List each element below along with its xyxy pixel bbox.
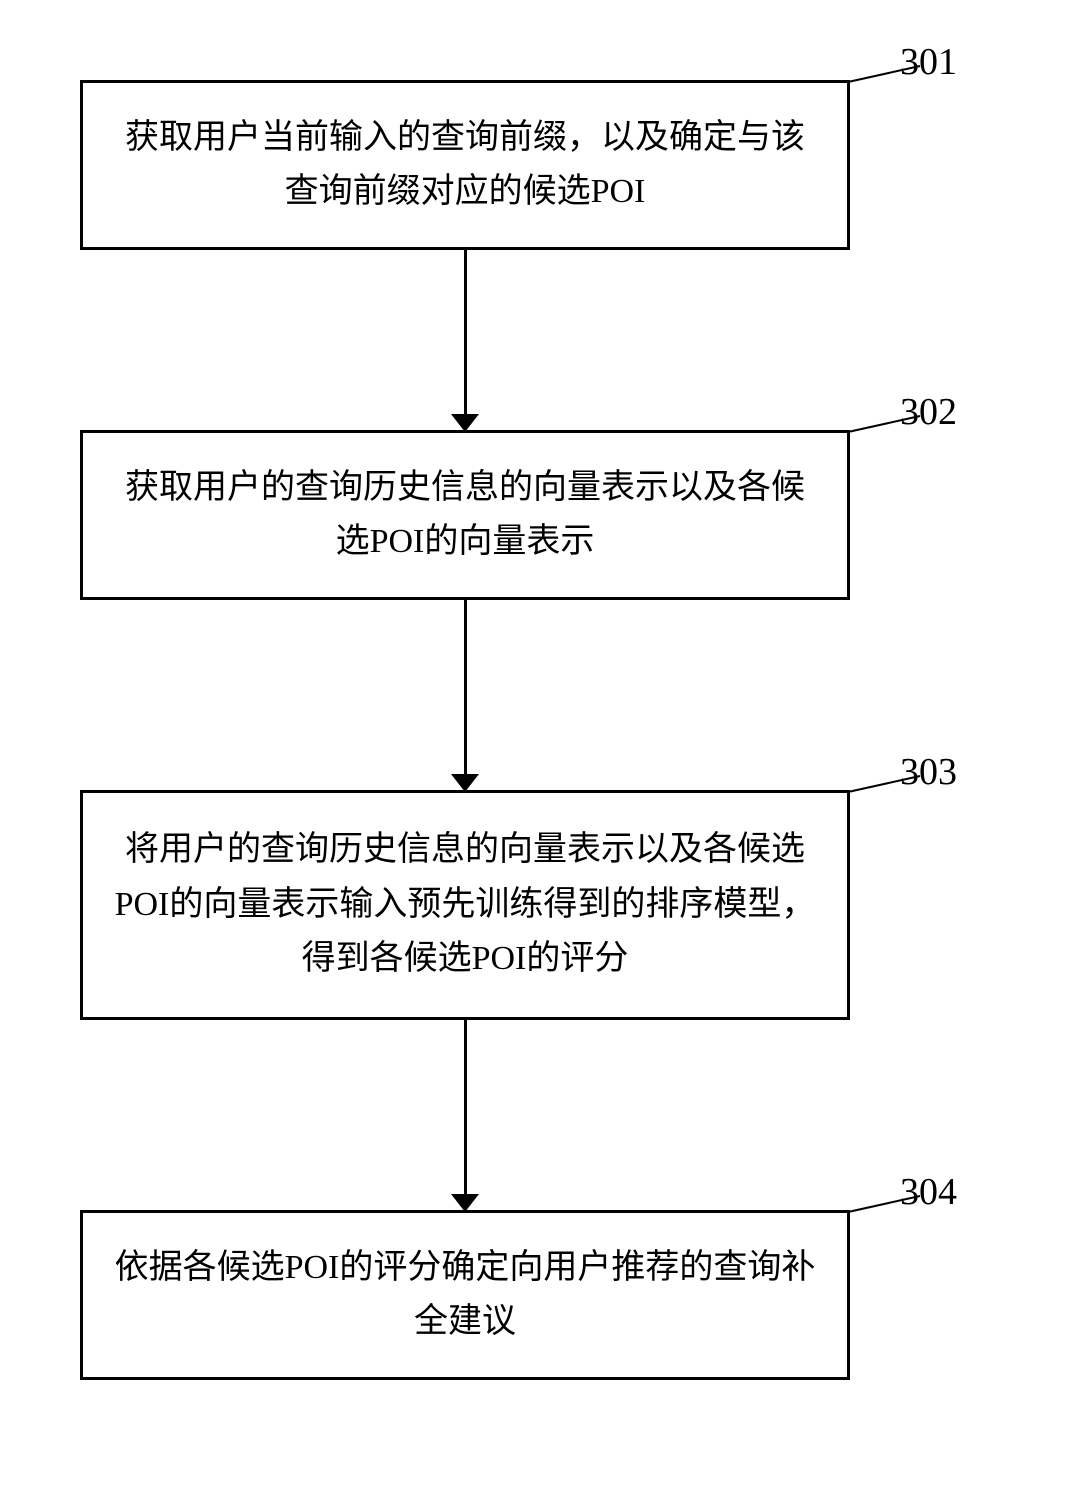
edge-303-304 <box>464 1020 467 1196</box>
flowchart-node-304: 依据各候选POI的评分确定向用户推荐的查询补全建议 <box>80 1210 850 1380</box>
edge-302-303 <box>464 600 467 776</box>
flowchart-node-302: 获取用户的查询历史信息的向量表示以及各候选POI的向量表示 <box>80 430 850 600</box>
arrow-head-301-302 <box>451 414 479 432</box>
node-text: 将用户的查询历史信息的向量表示以及各候选POI的向量表示输入预先训练得到的排序模… <box>113 823 817 986</box>
flowchart-container: 获取用户当前输入的查询前缀，以及确定与该查询前缀对应的候选POI 301 获取用户的… <box>0 0 1071 1504</box>
edge-301-302 <box>464 250 467 416</box>
arrow-head-302-303 <box>451 774 479 792</box>
node-label-303: 303 <box>900 750 957 794</box>
flowchart-node-301: 获取用户当前输入的查询前缀，以及确定与该查询前缀对应的候选POI <box>80 80 850 250</box>
node-label-302: 302 <box>900 390 957 434</box>
node-label-301: 301 <box>900 40 957 84</box>
node-label-304: 304 <box>900 1170 957 1214</box>
flowchart-node-303: 将用户的查询历史信息的向量表示以及各候选POI的向量表示输入预先训练得到的排序模… <box>80 790 850 1020</box>
node-text: 依据各候选POI的评分确定向用户推荐的查询补全建议 <box>113 1241 817 1350</box>
arrow-head-303-304 <box>451 1194 479 1212</box>
node-text: 获取用户当前输入的查询前缀，以及确定与该查询前缀对应的候选POI <box>113 111 817 220</box>
node-text: 获取用户的查询历史信息的向量表示以及各候选POI的向量表示 <box>113 461 817 570</box>
